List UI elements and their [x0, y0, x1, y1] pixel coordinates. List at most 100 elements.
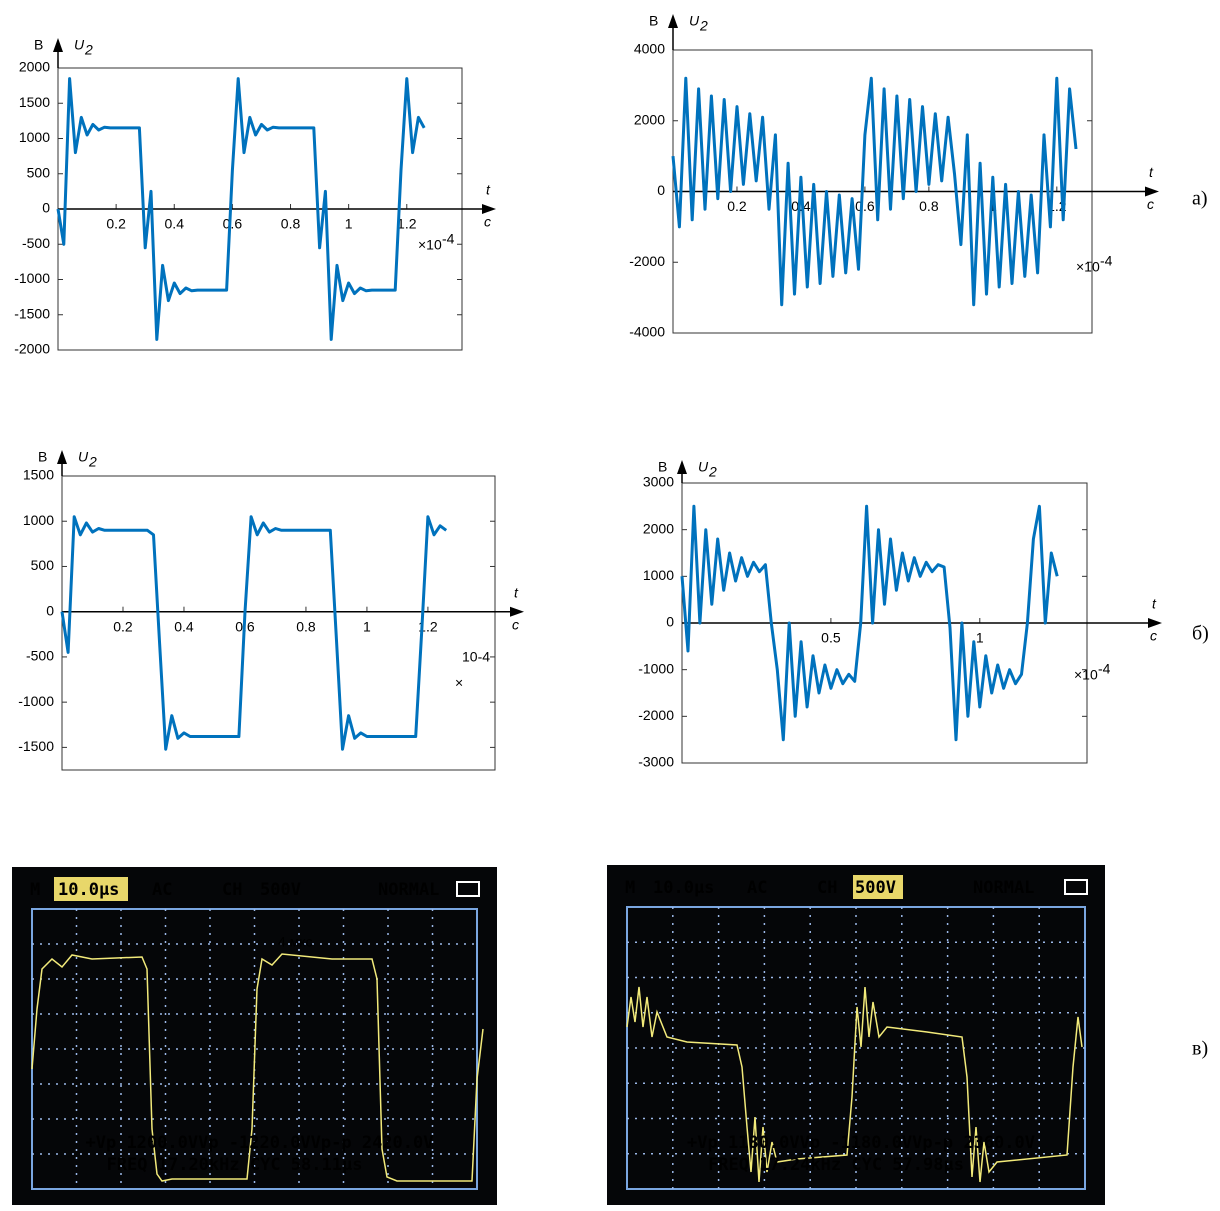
- x-tick-label: 0.5: [821, 630, 841, 646]
- x-exponent: -4: [1098, 661, 1111, 677]
- line: [680, 504, 1059, 742]
- x-tick-label: 0.4: [165, 216, 185, 232]
- y-unit: В: [649, 13, 658, 29]
- x-tick-label: 1: [989, 198, 997, 214]
- x-unit: с: [1150, 628, 1157, 644]
- y-label: U: [78, 449, 89, 465]
- y-tick-label: 1000: [23, 512, 54, 528]
- x-arrow: [1145, 186, 1159, 197]
- x-unit: с: [512, 616, 519, 632]
- x-tick-label: 0.2: [106, 216, 126, 232]
- x-label: t: [1149, 164, 1154, 180]
- y-tick-label: 0: [42, 200, 50, 216]
- panel-label: б): [1192, 623, 1209, 645]
- y-unit: В: [658, 459, 667, 475]
- y-tick-label: -1000: [18, 693, 54, 709]
- y-label-sub: 2: [699, 18, 708, 34]
- y-label-sub: 2: [88, 454, 97, 470]
- y-tick-label: 1000: [643, 567, 674, 583]
- y-arrow: [57, 450, 67, 464]
- status-volts: 500V: [260, 880, 301, 900]
- x-label: t: [514, 584, 519, 600]
- x-tick-label: 1: [363, 618, 371, 634]
- y-tick-label: 2000: [634, 111, 665, 127]
- status-trigger: NORMAL: [378, 880, 439, 900]
- y-tick-label: -500: [22, 235, 50, 251]
- annotation: 4 мкс: [278, 934, 313, 950]
- highlight: [853, 875, 903, 899]
- x-tick-label: 1: [345, 216, 353, 232]
- y-tick-label: -1500: [14, 305, 50, 321]
- x-tick-label: 0.4: [791, 198, 811, 214]
- x-tick-label: 0.2: [113, 618, 133, 634]
- status-mode: M: [30, 880, 40, 900]
- panel-label: в): [1192, 1038, 1208, 1060]
- measurement: +Vp 1180.0VVp -1180.0VVp-p 2360.0V: [687, 1133, 1035, 1153]
- trace: [31, 953, 484, 1182]
- line: [56, 77, 426, 341]
- battery: [456, 881, 480, 897]
- x-tick-label: 1: [976, 630, 984, 646]
- x-tick-label: 0.2: [727, 198, 747, 214]
- measurement: +Vp 1200.0VVp -1220.0VVp-p 2420.0V: [86, 1133, 434, 1153]
- y-tick-label: 1500: [19, 94, 50, 110]
- x-exponent: -4: [442, 231, 455, 247]
- oscilloscope: M 10.0µs AC CH 500V NORMAL +Vp 1180.0VVp -1180…: [607, 865, 1105, 1205]
- y-arrow: [53, 38, 63, 52]
- y-label: U: [689, 13, 700, 29]
- oscilloscope: M 10.0µs AC CH 500V NORMAL +Vp 1200.0VVp -1220…: [12, 867, 497, 1205]
- x-tick-label: 1.2: [397, 216, 417, 232]
- y-tick-label: 3000: [643, 474, 674, 490]
- x-unit: с: [1147, 196, 1154, 212]
- status-channel: CH: [817, 878, 837, 898]
- y-tick-label: 1500: [23, 467, 54, 483]
- y-tick-label: -500: [26, 648, 54, 664]
- x-multiplier: ×10: [1074, 667, 1098, 683]
- status-timebase: 10.0µs: [58, 880, 119, 900]
- line: [60, 515, 448, 751]
- x-tick-label: 0.8: [296, 618, 316, 634]
- x-tick-label: 0.6: [855, 198, 875, 214]
- x-label: t: [486, 182, 491, 198]
- y-tick-label: -2000: [14, 341, 50, 357]
- x-tick-label: 0.8: [919, 198, 939, 214]
- y-arrow: [668, 14, 678, 28]
- y-tick-label: -4000: [629, 324, 665, 340]
- x-exponent: -4: [1100, 253, 1113, 269]
- trace: [626, 986, 1083, 1183]
- measurement: FREQ 17.20kHz CYC 58.11µs: [107, 1155, 363, 1175]
- y-unit: В: [38, 449, 47, 465]
- y-tick-label: -2000: [629, 253, 665, 269]
- y-label-sub: 2: [708, 464, 717, 480]
- y-label: U: [698, 459, 709, 475]
- highlight: [54, 877, 128, 901]
- x-arrow: [482, 204, 496, 214]
- y-tick-label: 0: [657, 182, 665, 198]
- y-tick-label: 2000: [643, 520, 674, 536]
- x-multiplier: ×10: [1076, 259, 1100, 275]
- y-tick-label: -1000: [14, 270, 50, 286]
- y-unit: В: [34, 37, 43, 53]
- y-tick-label: 0: [46, 602, 54, 618]
- measurement: FREQ 17.24kHz CYC 57.98µs: [708, 1155, 964, 1175]
- x-tick-label: 0.6: [223, 216, 243, 232]
- battery: [1064, 879, 1088, 895]
- x-tick-label: 0.4: [174, 618, 194, 634]
- x-exponent: 10-4: [462, 649, 490, 665]
- status-volts: 500V: [855, 878, 896, 898]
- line: [671, 76, 1078, 307]
- panel-label: а): [1192, 188, 1208, 210]
- status-timebase: 10.0µs: [653, 878, 714, 898]
- x-tick-label: 0.8: [281, 216, 301, 232]
- y-tick-label: -1000: [638, 660, 674, 676]
- y-tick-label: 0: [666, 614, 674, 630]
- y-label: U: [74, 37, 85, 53]
- status-trigger: NORMAL: [973, 878, 1034, 898]
- y-tick-label: 2000: [19, 59, 50, 75]
- plot-frame: [61, 475, 496, 771]
- x-unit: с: [484, 214, 491, 230]
- status-coupling: AC: [747, 878, 767, 898]
- status-mode: M: [625, 878, 635, 898]
- x-arrow: [510, 606, 524, 617]
